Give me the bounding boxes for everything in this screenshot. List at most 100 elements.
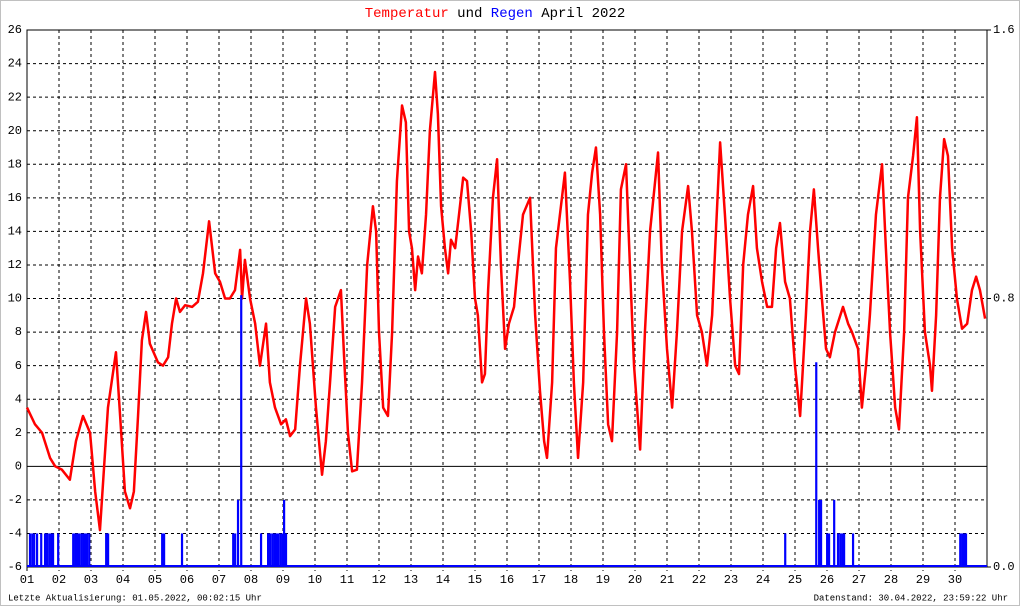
- rain-bar: [83, 533, 87, 567]
- y-tick-label: 22: [8, 90, 22, 104]
- x-tick-label: 09: [276, 573, 290, 587]
- x-tick-label: 11: [340, 573, 354, 587]
- x-tick-label: 26: [820, 573, 834, 587]
- rain-bar: [45, 533, 49, 567]
- x-tick-label: 21: [660, 573, 674, 587]
- rain-bar: [161, 533, 164, 567]
- rain-bar: [784, 533, 787, 567]
- rain-bar: [28, 533, 32, 567]
- rain-bar: [826, 533, 829, 567]
- rain-bar: [163, 533, 166, 567]
- rain-bar: [833, 499, 836, 567]
- y-tick-label: 0: [15, 459, 22, 473]
- x-tick-label: 17: [532, 573, 546, 587]
- rain-bar: [276, 533, 280, 567]
- x-tick-label: 22: [692, 573, 706, 587]
- rain-bar: [279, 533, 282, 567]
- chart-title: Temperatur und Regen April 2022: [365, 6, 625, 22]
- y-tick-label: -4: [8, 527, 22, 541]
- rain-bar: [107, 533, 110, 567]
- rain-bar: [72, 533, 75, 567]
- rain-bar: [827, 533, 831, 567]
- rain-bar: [818, 499, 821, 567]
- rain-bar: [267, 533, 270, 567]
- rain-bar: [75, 533, 79, 567]
- rain-bar: [836, 533, 840, 567]
- x-tick-label: 16: [500, 573, 514, 587]
- y2-tick-label: 0.0: [993, 560, 1015, 574]
- rain-bar: [815, 362, 818, 567]
- y-tick-label: 18: [8, 157, 22, 171]
- rain-bar: [959, 533, 962, 567]
- rain-bar: [85, 533, 89, 567]
- x-tick-label: 07: [212, 573, 226, 587]
- x-tick-label: 02: [52, 573, 66, 587]
- rain-bar: [281, 533, 284, 567]
- title-joiner: und: [457, 6, 482, 22]
- rain-bar: [31, 533, 34, 567]
- rain-bar: [283, 499, 286, 567]
- x-tick-label: 20: [628, 573, 642, 587]
- rain-bar: [43, 533, 47, 567]
- x-tick-label: 05: [148, 573, 162, 587]
- rain-bar: [273, 533, 276, 567]
- x-tick-label: 15: [468, 573, 482, 587]
- rain-bar: [839, 533, 842, 567]
- x-tick-label: 23: [724, 573, 738, 587]
- rain-bar: [35, 533, 39, 567]
- rain-bar: [82, 533, 85, 567]
- y-tick-label: 10: [8, 292, 22, 306]
- temperature-line: [25, 70, 987, 532]
- y-tick-label: 4: [15, 392, 22, 406]
- footer-right: Datenstand: 30.04.2022, 23:59:22 Uhr: [814, 593, 1008, 603]
- rain-bar: [80, 533, 83, 567]
- y-tick-label: 12: [8, 258, 22, 272]
- rain-bar: [88, 533, 91, 567]
- rain-bar: [74, 533, 77, 567]
- rain-bar: [961, 533, 964, 567]
- rain-bar: [259, 533, 263, 567]
- rain-bar: [841, 533, 844, 567]
- rain-bar: [284, 533, 288, 567]
- rain-bar: [819, 499, 823, 567]
- rain-bar: [57, 533, 60, 567]
- rain-bar: [275, 533, 278, 567]
- y-tick-label: -6: [8, 560, 22, 574]
- x-tick-label: 27: [852, 573, 866, 587]
- rain-bar: [236, 499, 240, 567]
- x-tick-label: 29: [916, 573, 930, 587]
- y-tick-label: 14: [8, 225, 22, 239]
- rain-bar: [234, 533, 237, 567]
- rain-bar: [180, 533, 184, 567]
- y-tick-label: 20: [8, 124, 22, 138]
- title-temperature: Temperatur: [365, 6, 449, 22]
- x-tick-label: 04: [116, 573, 130, 587]
- x-tick-label: 08: [244, 573, 258, 587]
- rain-bar: [963, 533, 966, 567]
- y-tick-label: 6: [15, 359, 22, 373]
- x-tick-label: 13: [404, 573, 418, 587]
- x-tick-label: 28: [884, 573, 898, 587]
- rain-bar: [271, 533, 274, 567]
- y-tick-label: 26: [8, 23, 22, 37]
- rain-bar: [268, 533, 272, 567]
- y-tick-label: 8: [15, 325, 22, 339]
- footer-left: Letzte Aktualisierung: 01.05.2022, 00:02…: [8, 593, 262, 603]
- x-tick-label: 10: [308, 573, 322, 587]
- rain-bar: [105, 533, 108, 567]
- title-rain: Regen: [491, 6, 533, 22]
- x-tick-label: 03: [84, 573, 98, 587]
- rain-bar: [40, 533, 43, 567]
- y-tick-label: 16: [8, 191, 22, 205]
- rain-bar: [232, 533, 235, 567]
- x-tick-label: 06: [180, 573, 194, 587]
- rain-bar: [964, 533, 968, 567]
- x-tick-label: 30: [948, 573, 962, 587]
- rain-bar: [851, 533, 855, 567]
- x-tick-label: 25: [788, 573, 802, 587]
- x-tick-label: 01: [20, 573, 34, 587]
- x-tick-label: 19: [596, 573, 610, 587]
- rain-bar: [843, 533, 846, 567]
